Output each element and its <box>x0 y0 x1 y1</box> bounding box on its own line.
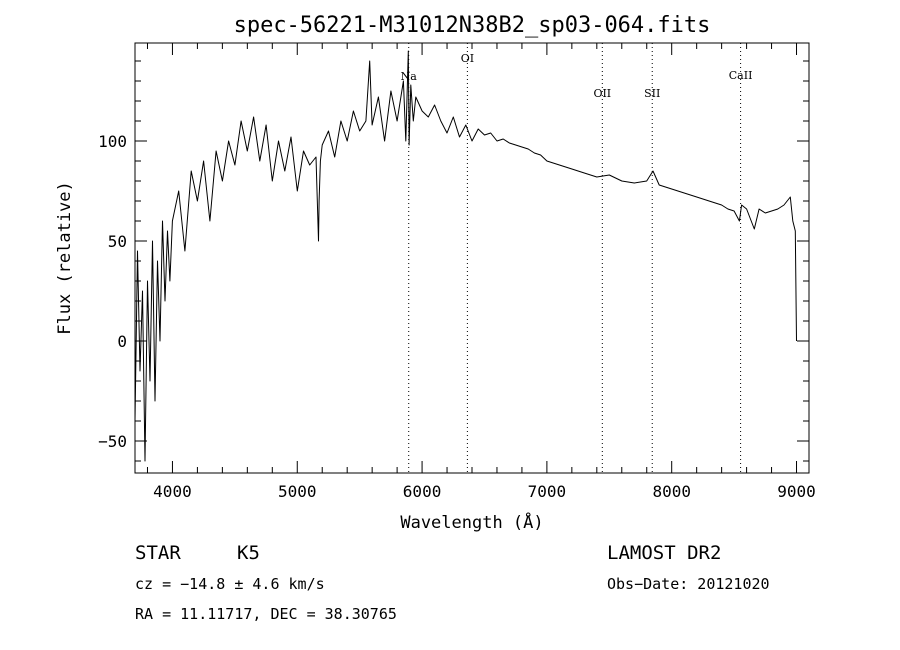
x-tick-label: 6000 <box>403 482 442 501</box>
x-tick-label: 4000 <box>153 482 192 501</box>
marker-label-oi: OI <box>461 52 474 65</box>
x-tick-label: 8000 <box>652 482 691 501</box>
y-tick-label: 0 <box>117 332 127 351</box>
observation-date: Obs−Date: 20121020 <box>607 575 770 593</box>
survey-name: LAMOST DR2 <box>607 542 722 564</box>
y-tick-label: 100 <box>98 132 127 151</box>
x-tick-label: 5000 <box>278 482 317 501</box>
y-tick-label: −50 <box>98 432 127 451</box>
redshift-readout: cz = −14.8 ± 4.6 km/s <box>135 575 325 593</box>
marker-label-oii: OII <box>593 87 611 100</box>
chart-title: spec-56221-M31012N38B2_sp03-064.fits <box>234 13 711 38</box>
object-subclass: K5 <box>237 542 260 564</box>
spectrum-series <box>134 50 797 462</box>
marker-label-caii: CaII <box>729 69 753 82</box>
object-class: STAR <box>135 542 181 564</box>
axes: 4000 5000 6000 7000 8000 9000 −50 0 50 100 <box>98 43 816 501</box>
plot-frame <box>134 42 810 474</box>
x-tick-label: 9000 <box>777 482 816 501</box>
coordinates-readout: RA = 11.11717, DEC = 38.30765 <box>135 605 397 623</box>
marker-label-sii: SII <box>644 87 660 100</box>
spectrum-line-0 <box>134 50 797 462</box>
y-tick-label: 50 <box>108 232 127 251</box>
x-axis-label: Wavelength (Å) <box>400 511 543 533</box>
y-axis-label: Flux (relative) <box>55 181 75 335</box>
x-tick-label: 7000 <box>528 482 567 501</box>
